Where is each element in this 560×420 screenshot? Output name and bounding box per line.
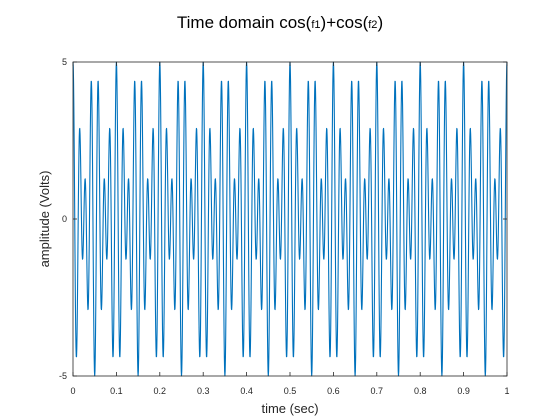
- x-tick-label: 0.9: [457, 386, 470, 396]
- x-tick-label: 0.2: [154, 386, 167, 396]
- x-tick-label: 0.7: [371, 386, 384, 396]
- plot-area: [73, 62, 507, 376]
- x-tick-label: 0.1: [110, 386, 123, 396]
- y-tick-label: -5: [59, 371, 67, 381]
- y-axis-label: amplitude (Volts): [37, 171, 52, 268]
- x-tick-label: 0.3: [197, 386, 210, 396]
- tick-layer: 0 0.1 0.2 0.3 0.4 0.5 0.6 0.7 0.8 0.9 150-5: [59, 57, 510, 396]
- plot-frame: [72, 61, 508, 377]
- x-tick-label: 1: [504, 386, 509, 396]
- chart-title: Time domain cos(f1)+cos(f2): [177, 13, 383, 32]
- x-tick-label: 0.8: [414, 386, 427, 396]
- x-tick-label: 0: [70, 386, 75, 396]
- x-tick-label: 0.6: [327, 386, 340, 396]
- x-axis-label: time (sec): [261, 401, 318, 416]
- y-tick-label: 0: [62, 214, 67, 224]
- x-tick-label: 0.4: [240, 386, 253, 396]
- x-tick-label: 0.5: [284, 386, 297, 396]
- y-tick-label: 5: [62, 57, 67, 67]
